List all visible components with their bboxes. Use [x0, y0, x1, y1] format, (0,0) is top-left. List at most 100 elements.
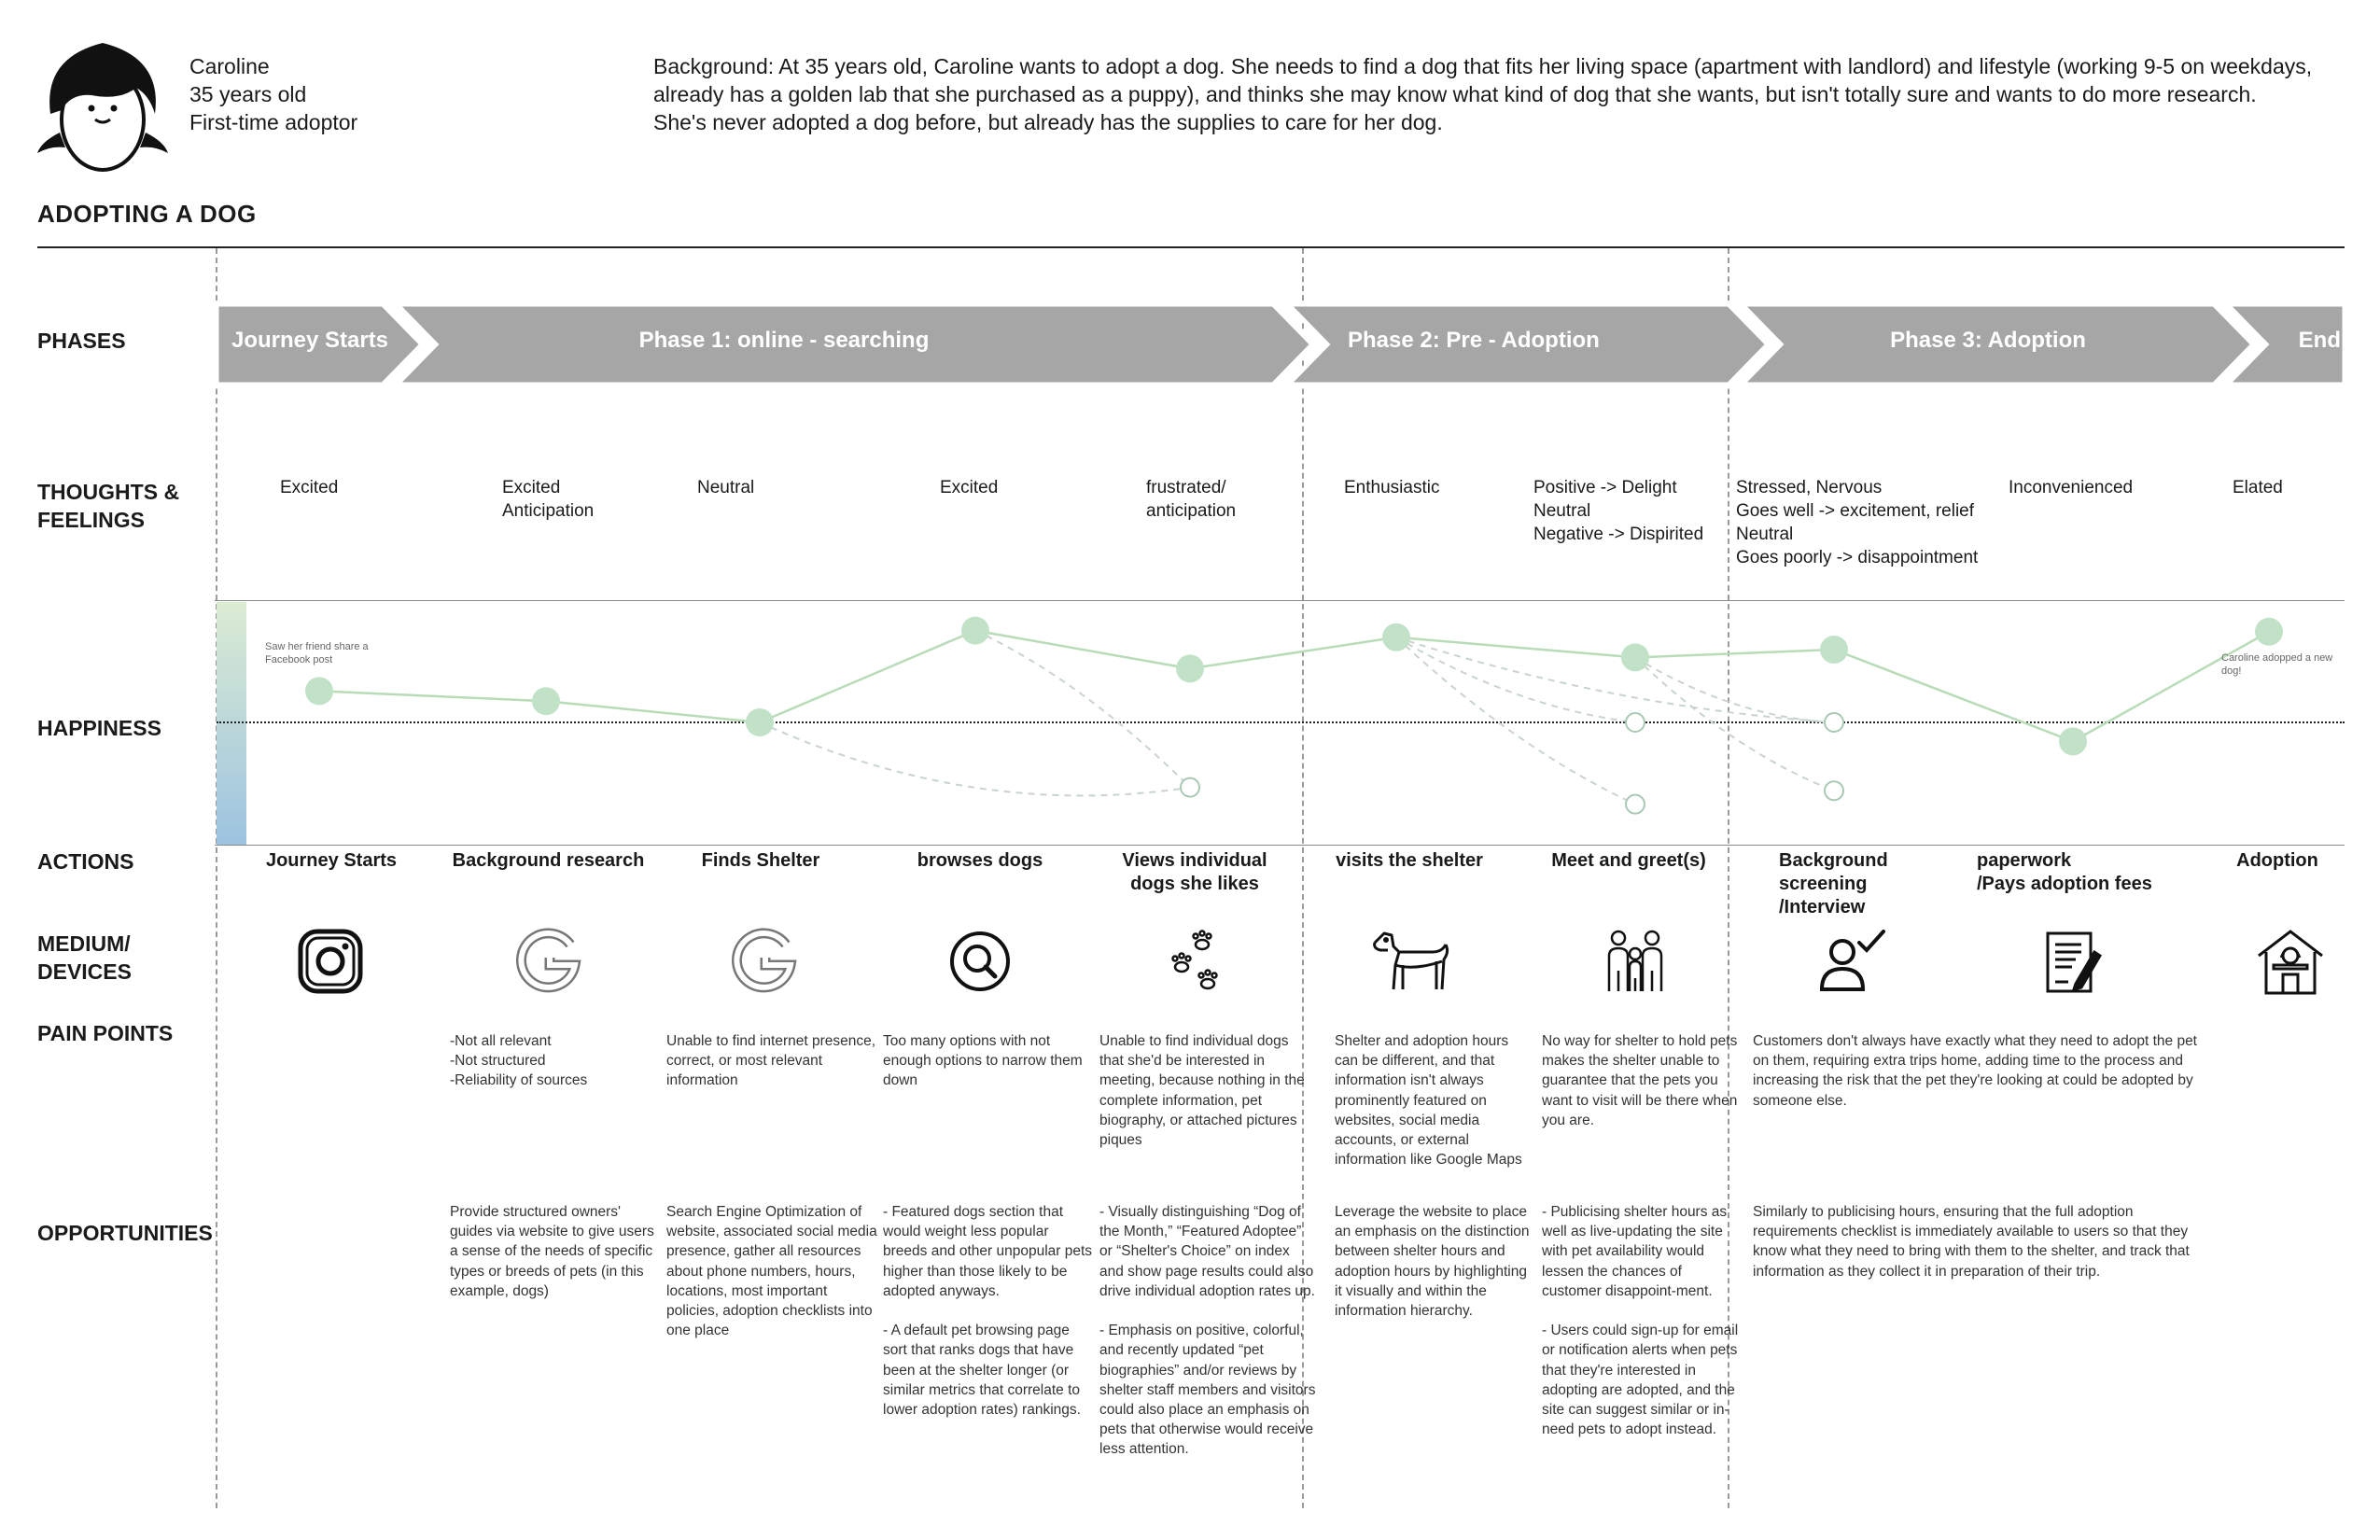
feeling-background-screening: Stressed, Nervous Goes well -> excitemen…	[1736, 478, 1979, 567]
alternate-happiness-point	[1625, 712, 1645, 733]
row-label-devices: DEVICES	[37, 959, 132, 984]
action-paperwork: paperwork /Pays adoption fees	[1977, 850, 2152, 894]
alternate-path	[1634, 656, 1835, 723]
dog-icon	[1367, 924, 1461, 999]
row-label-phases: PHASES	[37, 329, 126, 353]
happiness-point	[961, 616, 989, 645]
opportunity-background-screening: Similarly to publicising hours, ensuring…	[1753, 1204, 2190, 1280]
map-title: ADOPTING A DOG	[37, 200, 257, 228]
feeling-background-research: Excited Anticipation	[502, 478, 595, 521]
pain-point-background-research: -Not all relevant -Not structured -Relia…	[450, 1033, 588, 1089]
pain-point-meet-and-greet: No way for shelter to hold pets makes th…	[1542, 1033, 1738, 1128]
persona-background: Background: At 35 years old, Caroline wa…	[653, 54, 2313, 134]
happiness-line	[318, 629, 2270, 743]
alternate-happiness-point	[1824, 712, 1844, 733]
opportunity-visits-shelter: Leverage the website to place an emphasi…	[1335, 1204, 1530, 1320]
row-label-opportunities: OPPORTUNITIES	[37, 1221, 213, 1245]
happiness-point	[305, 677, 333, 706]
happiness-top-border	[215, 600, 2345, 601]
document-icon	[2035, 924, 2109, 999]
column-divider	[1728, 248, 1729, 1508]
action-browses-dogs: browses dogs	[917, 850, 1043, 871]
alternate-path	[974, 629, 1191, 789]
happiness-point	[746, 708, 774, 736]
phase-chevron	[1736, 301, 2257, 387]
search-icon	[943, 924, 1017, 999]
happiness-point	[1176, 654, 1204, 683]
column-divider	[216, 248, 217, 1508]
happiness-gradient-scale	[217, 602, 246, 845]
row-label-pain-points: PAIN POINTS	[37, 1021, 174, 1045]
persona-age: 35 years old	[189, 82, 307, 106]
row-label-happiness: HAPPINESS	[37, 716, 161, 740]
action-background-screening: Background screening /Interview	[1779, 850, 1888, 917]
phase-pre-adoption: Phase 2: Pre - Adoption	[1348, 328, 1600, 353]
feeling-meet-and-greet: Positive -> Delight Neutral Negative -> …	[1533, 478, 1704, 544]
feeling-paperwork: Inconvenienced	[2009, 478, 2134, 497]
row-label-feelings: FEELINGS	[37, 508, 146, 532]
action-adoption: Adoption	[2236, 850, 2318, 871]
action-meet-and-greet: Meet and greet(s)	[1551, 850, 1706, 871]
phase-band	[214, 301, 2347, 387]
row-label-medium: MEDIUM/	[37, 931, 131, 956]
house-icon	[2253, 924, 2328, 999]
phase-end: End	[2298, 328, 2341, 353]
phase-chevron	[214, 301, 426, 387]
action-views-dogs: Views individual dogs she likes	[1122, 850, 1267, 894]
person-check-icon	[1816, 924, 1891, 999]
pain-point-finds-shelter: Unable to find internet presence, correc…	[666, 1033, 876, 1089]
happiness-point	[532, 687, 560, 716]
opportunity-meet-and-greet: - Publicising shelter hours as well as l…	[1542, 1204, 1739, 1438]
phase-adoption: Phase 3: Adoption	[1890, 328, 2086, 353]
pain-point-background-screening: Customers don't always have exactly what…	[1753, 1033, 2197, 1109]
phase-chevron	[2221, 301, 2347, 387]
google-icon	[511, 924, 585, 999]
action-journey-starts: Journey Starts	[265, 850, 398, 871]
feeling-journey-starts: Excited	[280, 478, 339, 497]
feeling-browses-dogs: Excited	[940, 478, 999, 497]
happiness-note-start: Saw her friend share a Facebook post	[265, 641, 369, 665]
happiness-bottom-border	[215, 845, 2345, 846]
feeling-views-dogs: frustrated/ anticipation	[1146, 478, 1237, 521]
feeling-adoption: Elated	[2233, 478, 2283, 497]
column-divider	[1302, 248, 1304, 1508]
opportunity-finds-shelter: Search Engine Optimization of website, a…	[666, 1204, 877, 1339]
phase-chevron	[1282, 301, 1771, 387]
row-label-thoughts: THOUGHTS &	[37, 480, 180, 504]
persona-avatar	[34, 39, 172, 172]
pain-point-visits-shelter: Shelter and adoption hours can be differ…	[1335, 1033, 1522, 1169]
phase-chevron	[391, 301, 1316, 387]
happiness-point	[1382, 623, 1410, 651]
pain-point-browses-dogs: Too many options with not enough options…	[883, 1033, 1083, 1089]
persona-role: First-time adoptor	[189, 110, 358, 134]
action-visits-shelter: visits the shelter	[1336, 850, 1483, 871]
alternate-path	[1395, 636, 1636, 723]
persona-name: Caroline	[189, 54, 270, 78]
happiness-note-end: Caroline adopped a new dog!	[2221, 652, 2333, 677]
alternate-happiness-point	[1625, 793, 1645, 815]
title-rule	[37, 246, 2345, 248]
family-icon	[1598, 924, 1673, 999]
feeling-visits-shelter: Enthusiastic	[1344, 478, 1440, 497]
alternate-path	[1395, 636, 1835, 723]
happiness-point	[2255, 617, 2283, 646]
row-label-actions: ACTIONS	[37, 849, 134, 874]
action-background-research: Background research	[452, 850, 645, 871]
alternate-path	[1634, 656, 1835, 792]
instagram-icon	[293, 924, 368, 999]
happiness-point	[1621, 643, 1649, 672]
alternate-path	[1395, 637, 1636, 805]
happiness-point	[1820, 636, 1848, 664]
paw-prints-icon	[1161, 924, 1236, 999]
happiness-curve	[305, 616, 2283, 815]
alternate-path	[759, 721, 1191, 797]
alternate-happiness-point	[1180, 777, 1200, 798]
opportunity-browses-dogs: - Featured dogs section that would weigh…	[883, 1204, 1093, 1419]
google-icon	[726, 924, 801, 999]
action-finds-shelter: Finds Shelter	[701, 850, 820, 871]
phase-online-searching: Phase 1: online - searching	[638, 328, 930, 353]
phase-journey-starts: Journey Starts	[231, 328, 389, 353]
happiness-baseline	[217, 721, 2345, 723]
opportunity-background-research: Provide structured owners' guides via we…	[450, 1204, 654, 1299]
happiness-point	[2059, 727, 2087, 756]
